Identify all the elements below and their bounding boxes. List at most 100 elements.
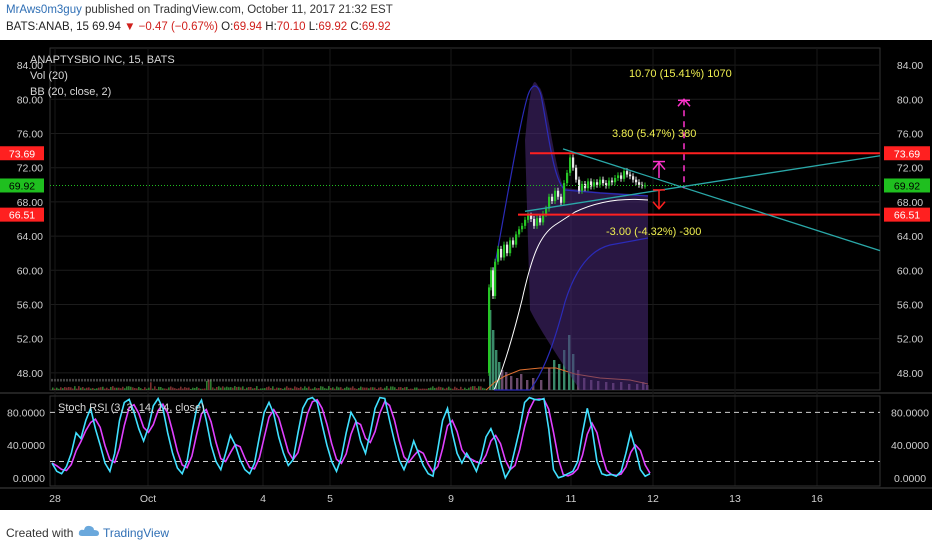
candle-body xyxy=(557,190,560,197)
volume-bar xyxy=(124,388,126,390)
price-tag-right-label: 66.51 xyxy=(894,210,920,222)
close-value: 69.92 xyxy=(361,21,391,33)
volume-bar xyxy=(452,388,454,390)
candle-body xyxy=(500,248,503,258)
volume-bar xyxy=(92,387,94,390)
candle-body xyxy=(584,183,587,189)
candle-body xyxy=(593,182,596,187)
high-label: H: xyxy=(265,21,277,33)
volume-bar xyxy=(256,386,258,390)
tradingview-cloud-icon[interactable] xyxy=(78,524,100,538)
volume-bar xyxy=(206,380,208,390)
candles xyxy=(51,154,647,382)
volume-bar xyxy=(396,388,398,390)
candle-body xyxy=(533,219,536,226)
bb-fill xyxy=(525,81,648,390)
volume-bar xyxy=(312,388,314,390)
price-tag-right xyxy=(884,178,930,193)
down-arrowhead xyxy=(652,201,666,210)
volume-bar xyxy=(478,386,480,390)
volume-bar xyxy=(176,388,178,390)
candle-body xyxy=(569,157,572,173)
volume-bar xyxy=(262,388,264,390)
volume-bar xyxy=(84,388,86,390)
volume-bar xyxy=(446,387,448,390)
volume-bar xyxy=(520,374,523,390)
volume-bar xyxy=(330,387,332,390)
volume-bar xyxy=(484,388,486,390)
volume-bar xyxy=(128,386,130,390)
upper-arrowhead xyxy=(677,98,691,107)
time-tick-label: 5 xyxy=(327,493,333,505)
rsi-d-line xyxy=(51,398,651,477)
volume-bar xyxy=(142,388,144,390)
volume-bar xyxy=(394,387,396,390)
tradingview-link[interactable]: TradingView xyxy=(103,526,170,540)
volume-bar xyxy=(354,388,356,390)
volume-bar xyxy=(216,387,218,390)
volume-bar xyxy=(164,388,166,390)
legend-title: ANAPTYSBIO INC, 15, BATS xyxy=(30,54,175,66)
volume-bar xyxy=(212,387,214,390)
volume-bar xyxy=(480,386,482,390)
volume-bar xyxy=(501,370,504,390)
rsi-tick-label-left: 0.0000 xyxy=(13,473,45,485)
candle-body xyxy=(587,181,590,189)
volume-bar xyxy=(68,386,70,390)
volume-bar xyxy=(144,387,146,390)
volume-bar xyxy=(444,388,446,390)
volume-bar xyxy=(210,379,212,390)
price-tag-right xyxy=(884,207,930,222)
volume-bar xyxy=(64,387,66,390)
volume-bar xyxy=(442,387,444,390)
volume-bar xyxy=(294,386,296,390)
volume-bar xyxy=(194,387,196,390)
volume-bar xyxy=(180,386,182,390)
price-tick-label-left: 64.00 xyxy=(17,231,43,243)
volume-bar xyxy=(258,388,260,390)
volume-bar xyxy=(402,388,404,390)
volume-bar xyxy=(134,388,136,390)
volume-bar xyxy=(156,388,158,390)
close-label: C: xyxy=(350,21,362,33)
volume-bar xyxy=(322,386,324,390)
volume-bar xyxy=(122,386,124,390)
high-value: 70.10 xyxy=(276,21,306,33)
volume-bar xyxy=(238,386,240,390)
volume-bar xyxy=(76,388,78,390)
candle-body xyxy=(560,196,563,203)
time-tick-label: 16 xyxy=(811,493,823,505)
author-link[interactable]: MrAws0m3guy xyxy=(6,4,82,16)
volume-bar xyxy=(390,386,392,390)
price-tick-label-right: 60.00 xyxy=(897,265,923,277)
volume-bar xyxy=(302,388,304,390)
volume-bar xyxy=(510,376,513,390)
volume-bar xyxy=(174,388,176,390)
volume-bar xyxy=(114,387,116,390)
price-change: −0.47 (−0.67%) xyxy=(138,21,218,33)
volume-bar xyxy=(72,388,74,390)
volume-bar xyxy=(168,387,170,390)
candle-body xyxy=(488,287,491,373)
chart-svg[interactable]: 48.00 48.00 52.00 52.00 56.00 56.00 60.00 60.00… xyxy=(0,40,932,510)
volume-bar xyxy=(448,386,450,390)
mid-arrowhead xyxy=(652,161,666,171)
volume-bar xyxy=(138,386,140,390)
volume-bar xyxy=(264,388,266,390)
volume-bar xyxy=(290,387,292,390)
candle-body xyxy=(608,180,611,186)
bb-lower-band xyxy=(494,237,649,391)
chart-area[interactable]: 48.00 48.00 52.00 52.00 56.00 56.00 60.00 60.00… xyxy=(0,40,932,510)
candle-body xyxy=(515,234,518,245)
volume-bar xyxy=(152,388,154,390)
candle-body xyxy=(629,174,632,177)
volume-bar xyxy=(482,387,484,390)
volume-bar xyxy=(368,388,370,390)
candle-body xyxy=(596,182,599,185)
candle-body xyxy=(506,244,509,254)
volume-bar xyxy=(362,387,364,390)
volume-bar xyxy=(198,388,200,390)
price-tick-label-left: 76.00 xyxy=(17,129,43,141)
footer: Created with TradingView xyxy=(0,510,932,550)
volume-bar xyxy=(410,388,412,390)
